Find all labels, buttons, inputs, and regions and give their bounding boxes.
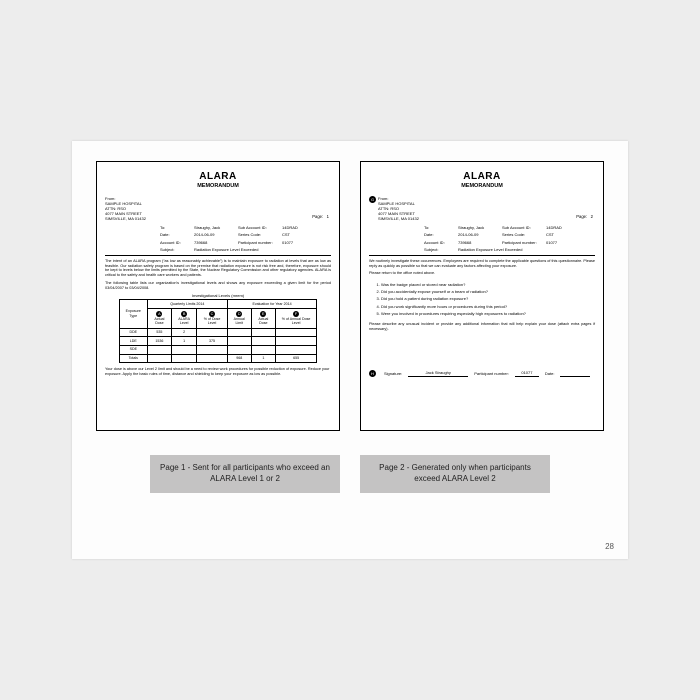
alara-memo-page-1: ALARA MEMORANDUM From: SAMPLE HOSPITAL A… (96, 161, 340, 431)
question-item: Were you involved in procedures requirin… (381, 310, 595, 317)
doc1-title: ALARA (105, 170, 331, 183)
sub-e: EActual Dose (251, 309, 275, 328)
alara-memo-page-2: ALARA MEMORANDUM G From: SAMPLE HOSPITAL… (360, 161, 604, 431)
sig-date-blank (560, 376, 590, 377)
doc2-intro: We routinely investigate these occurrenc… (369, 259, 595, 268)
doc2-title: ALARA (369, 170, 595, 183)
to-value: Straughy, Jack (458, 225, 498, 230)
sig-pn-label: Participant number: (474, 371, 509, 376)
table-row: SDE (119, 345, 317, 354)
partnum-value: 01077 (546, 240, 581, 245)
col-group1: Quarterly Limits 2014 (147, 300, 227, 309)
doc2-questions: Was the badge placed or stored near radi… (381, 281, 595, 317)
subacct-label: Sub Account ID: (502, 225, 542, 230)
table-row: LDE15361375 (119, 337, 317, 346)
signature-label: Signature: (384, 371, 402, 376)
date-value: 2014-06-09 (458, 232, 498, 237)
divider (369, 255, 595, 256)
divider (105, 255, 331, 256)
acct-label: Account ID: (424, 240, 454, 245)
date-label: Date: (160, 232, 190, 237)
sub-c: C% of Dose Level (197, 309, 227, 328)
sub-a: AActual Dose (147, 309, 171, 328)
subject-label: Subject: (160, 247, 190, 252)
question-item: Did you work significantly more hours or… (381, 303, 595, 310)
table-totals-row: Totals9681655 (119, 354, 317, 363)
date-label: Date: (424, 232, 454, 237)
acct-label: Account ID: (160, 240, 190, 245)
acct-value: 739668 (458, 240, 498, 245)
marker-h-icon: H (369, 370, 376, 377)
to-label: To: (424, 225, 454, 230)
subacct-label: Sub Account ID: (238, 225, 278, 230)
subacct-value: 14DRAD (282, 225, 317, 230)
question-item: Did you accidentally expose yourself or … (381, 288, 595, 295)
doc2-meta: To: Straughy, Jack Sub Account ID: 14DRA… (424, 225, 595, 252)
doc2-signature-row: H Signature: Jack Straughy Participant n… (369, 370, 595, 377)
acct-value: 739668 (194, 240, 234, 245)
doc1-intro: The intent of an ALARA program (“as low … (105, 259, 331, 278)
sub-f: F% of Annual Dose Level (275, 309, 317, 328)
sub-d: DAnnual Limit (227, 309, 251, 328)
doc1-subtitle: MEMORANDUM (105, 183, 331, 190)
table-heading: Investigational Levels (mrem) (105, 293, 331, 298)
doc1-page-indicator: Page: 1 (312, 214, 329, 219)
doc2-from-wrap: G From: SAMPLE HOSPITAL ATTN: RSO 4077 M… (369, 196, 595, 225)
series-value: CST (546, 232, 581, 237)
doc2-intro2: Please return to the office noted above. (369, 271, 595, 276)
sig-date-label: Date: (545, 371, 555, 376)
subject-value: Radiation Exposure Level Exceeded (458, 247, 523, 252)
marker-g-icon: G (369, 196, 376, 203)
to-value: Straughy, Jack (194, 225, 234, 230)
question-item: Did you hold a patient during radiation … (381, 295, 595, 302)
exposure-table: Exposure Type Quarterly Limits 2014 Eval… (119, 299, 318, 363)
doc1-meta: To: Straughy, Jack Sub Account ID: 14DRA… (160, 225, 331, 252)
subject-value: Radiation Exposure Level Exceeded (194, 247, 259, 252)
captions-row: Page 1 - Sent for all participants who e… (96, 455, 604, 493)
signature-name: Jack Straughy (408, 370, 468, 376)
subject-label: Subject: (424, 247, 454, 252)
slide-page-number: 28 (605, 542, 614, 551)
caption-page-2: Page 2 - Generated only when participant… (360, 455, 550, 493)
table-row: DDE5352 (119, 328, 317, 337)
doc1-intro2: The following table lists our organizati… (105, 281, 331, 290)
question-item: Was the badge placed or stored near radi… (381, 281, 595, 288)
subacct-value: 14DRAD (546, 225, 581, 230)
doc1-from-block: From: SAMPLE HOSPITAL ATTN: RSO 4077 MAI… (105, 196, 331, 221)
sig-pn-value: 01077 (515, 370, 539, 376)
partnum-label: Participant number: (502, 240, 542, 245)
caption-page-1: Page 1 - Sent for all participants who e… (150, 455, 340, 493)
presentation-slide: ALARA MEMORANDUM From: SAMPLE HOSPITAL A… (72, 141, 628, 559)
date-value: 2014-06-09 (194, 232, 234, 237)
doc2-page-indicator: Page: 2 (576, 214, 593, 219)
from-line: SIMSVILLE, MA 01432 (105, 216, 331, 221)
doc2-subtitle: MEMORANDUM (369, 183, 595, 190)
col-exposure-type: Exposure Type (119, 300, 147, 328)
series-value: CST (282, 232, 317, 237)
from-line: SIMSVILLE, MA 01432 (378, 216, 419, 221)
sub-b: BALARA Level (171, 309, 197, 328)
to-label: To: (160, 225, 190, 230)
col-group2: Evaluation for Year 2014 (227, 300, 317, 309)
partnum-label: Participant number: (238, 240, 278, 245)
documents-row: ALARA MEMORANDUM From: SAMPLE HOSPITAL A… (96, 161, 604, 431)
doc1-footer-note: Your dose is above our Level 2 limit and… (105, 367, 331, 376)
partnum-value: 01077 (282, 240, 317, 245)
series-label: Series Code: (502, 232, 542, 237)
series-label: Series Code: (238, 232, 278, 237)
doc2-please-describe: Please describe any unusual incident or … (369, 322, 595, 331)
